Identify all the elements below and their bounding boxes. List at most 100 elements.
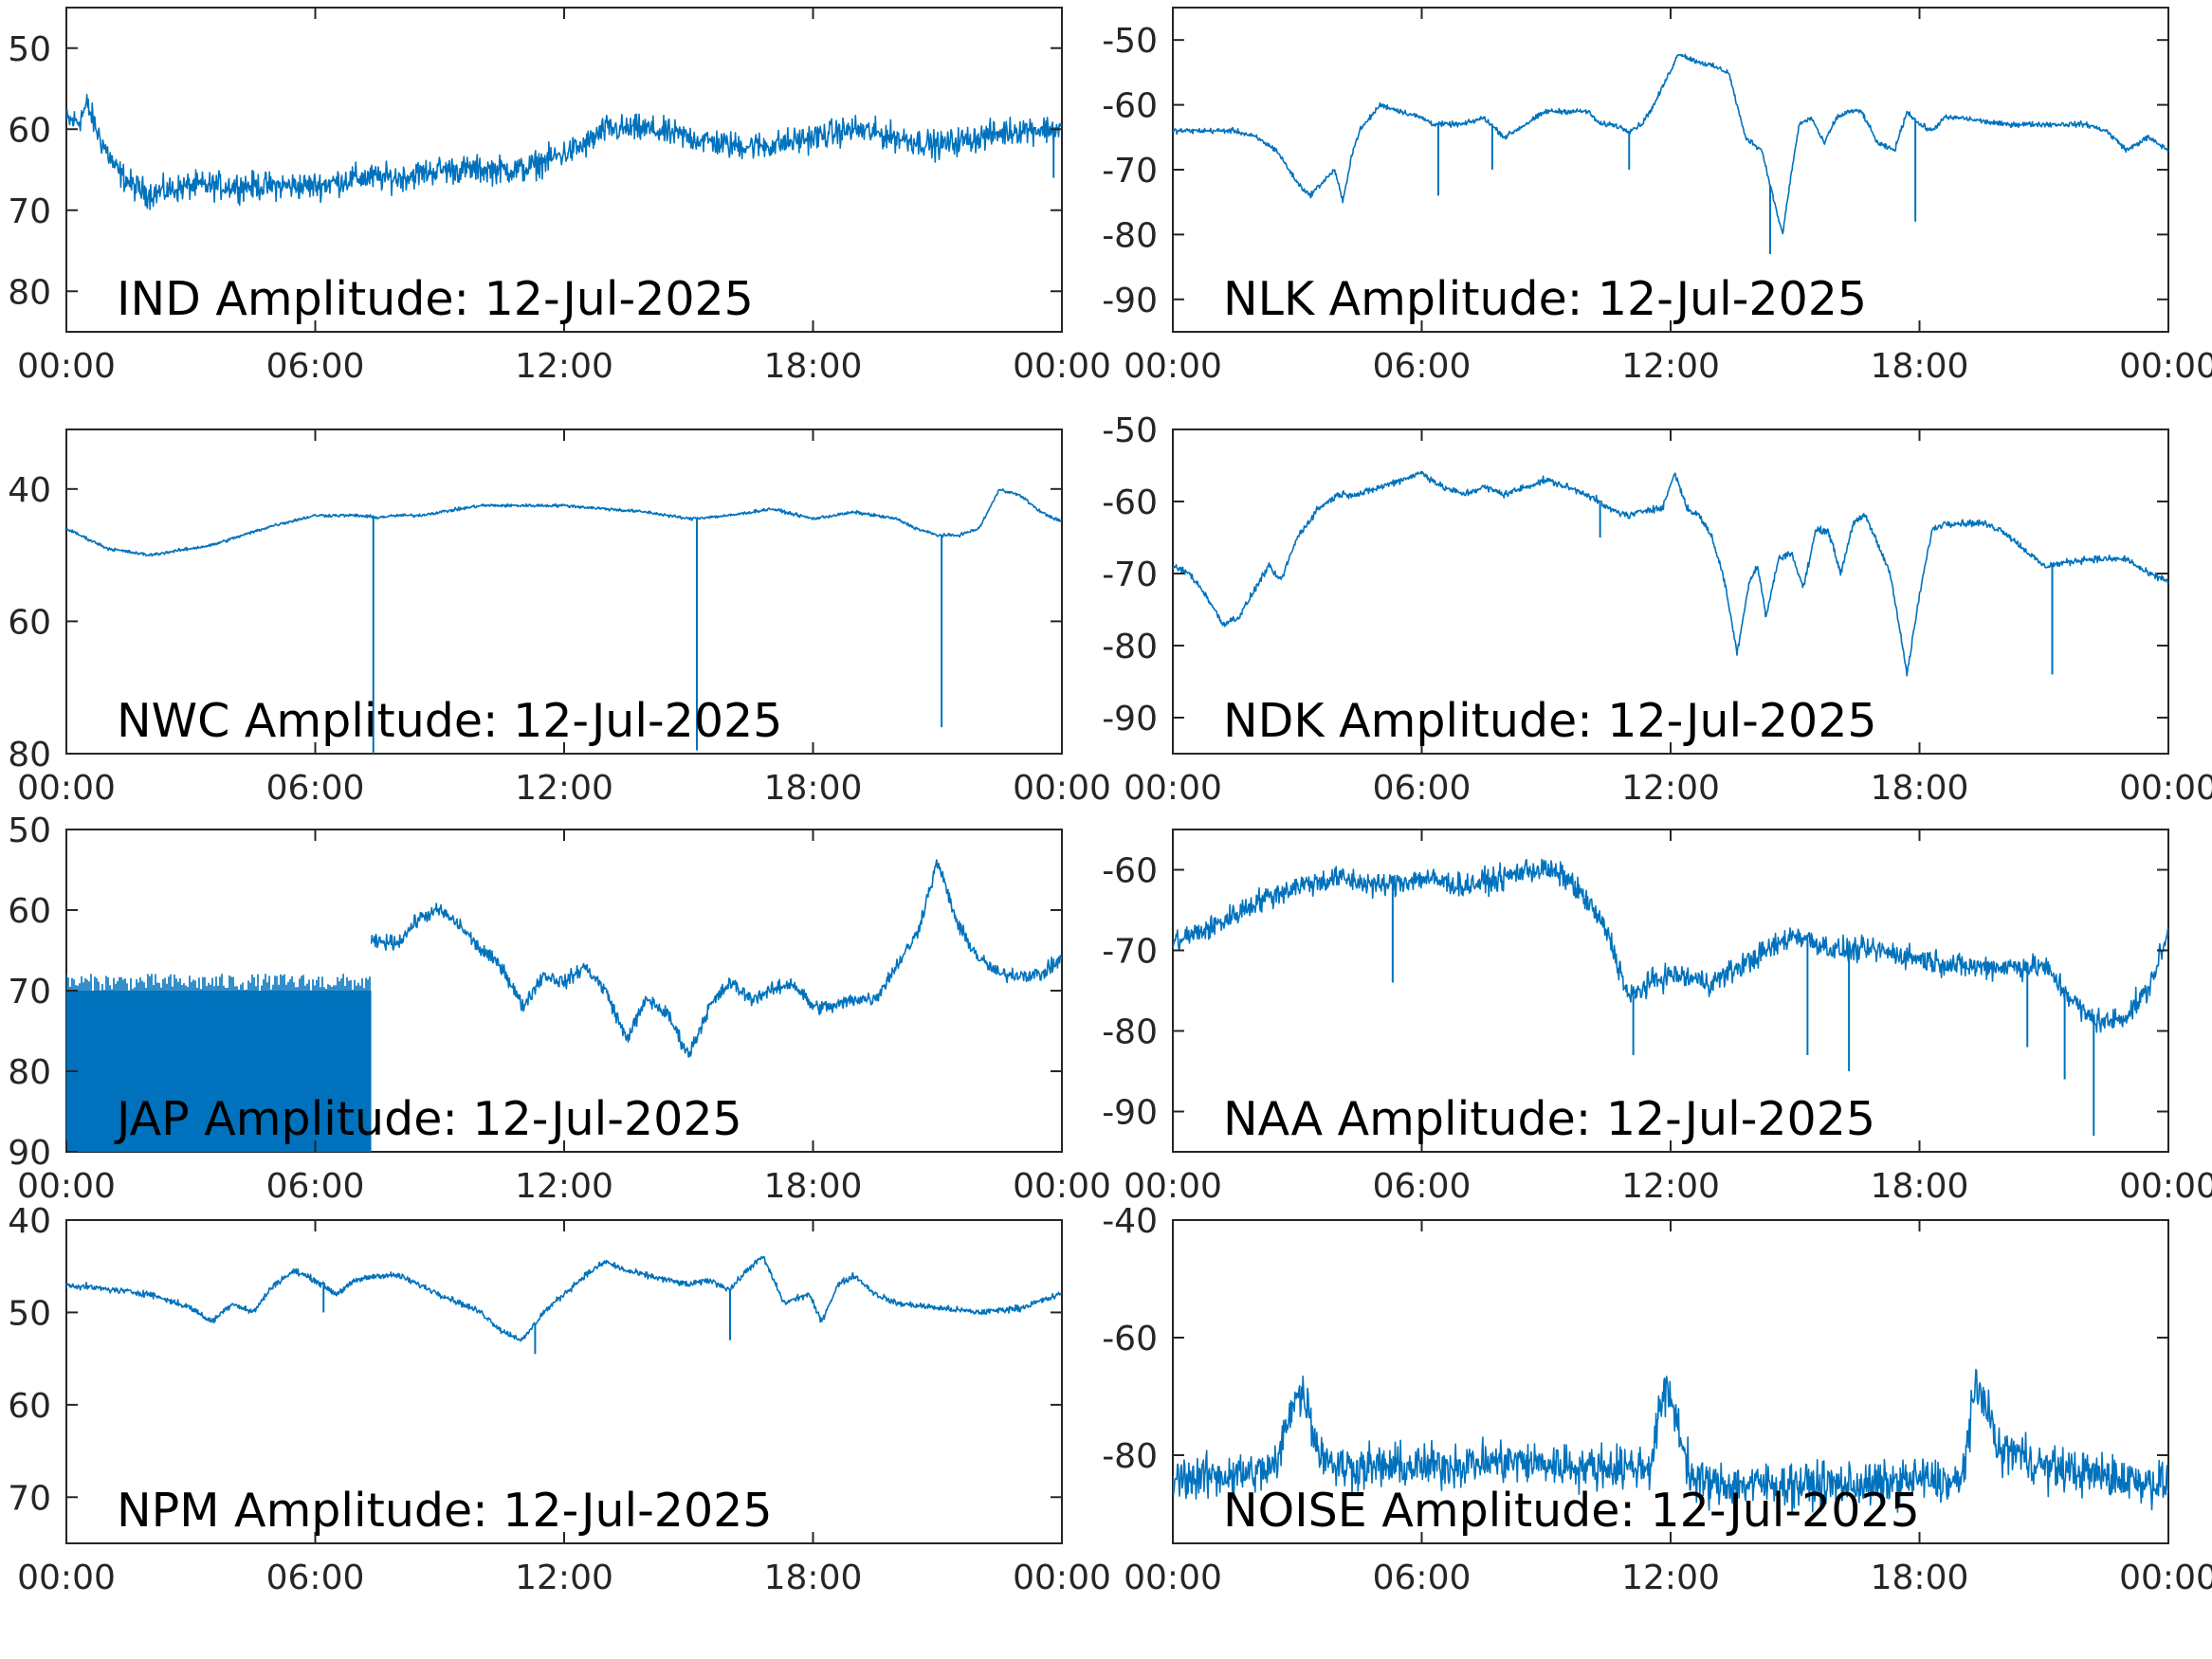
y-tick-label: -60 bbox=[1102, 1320, 1158, 1358]
x-tick-label: 12:00 bbox=[1621, 1559, 1720, 1597]
panel-title: NLK Amplitude: 12-Jul-2025 bbox=[1223, 272, 1867, 326]
axes-box bbox=[1172, 7, 2169, 333]
x-tick-label: 18:00 bbox=[764, 769, 863, 808]
x-tick-label: 00:00 bbox=[1124, 1559, 1222, 1597]
x-tick-label: 00:00 bbox=[17, 769, 116, 808]
x-tick-label: 18:00 bbox=[1871, 1559, 1969, 1597]
x-tick-label: 06:00 bbox=[266, 1167, 365, 1206]
x-tick-label: 18:00 bbox=[764, 1559, 863, 1597]
y-tick-label: -50 bbox=[1102, 411, 1158, 450]
y-tick-label: 60 bbox=[8, 111, 51, 150]
panel-3: 00:00 06:00 12:00 18:00 00:00 -50 -60 -70 -80 -90… bbox=[1102, 411, 2212, 808]
panel-1: 00:00 06:00 12:00 18:00 00:00 -50 -60 -70 -80 -90… bbox=[1102, 7, 2212, 386]
y-tick-label: -80 bbox=[1102, 1437, 1158, 1476]
x-tick-label: 06:00 bbox=[266, 347, 365, 386]
x-tick-label: 00:00 bbox=[17, 1167, 116, 1206]
x-tick-label: 12:00 bbox=[1621, 347, 1720, 386]
panel-title: JAP Amplitude: 12-Jul-2025 bbox=[114, 1092, 742, 1146]
x-tick-label: 18:00 bbox=[1871, 769, 1969, 808]
axes-box bbox=[65, 428, 1063, 755]
panel-2: 00:00 06:00 12:00 18:00 00:00 40 60 80 NWC Ampli… bbox=[8, 428, 1111, 808]
panel-5: 00:00 06:00 12:00 18:00 00:00 -60 -70 -80 -90 NAA… bbox=[1102, 829, 2212, 1206]
noise-band bbox=[66, 991, 372, 1152]
panel-7: 00:00 06:00 12:00 18:00 00:00 -40 -60 -80 NOISE … bbox=[1102, 1202, 2212, 1597]
x-tick-label: 06:00 bbox=[1373, 1167, 1472, 1206]
x-tick-label: 12:00 bbox=[515, 1167, 613, 1206]
axes-box bbox=[65, 7, 1063, 333]
plot-area bbox=[66, 94, 1062, 210]
noise-band-edge bbox=[66, 974, 371, 994]
y-tick-label: -60 bbox=[1102, 87, 1158, 126]
x-tick-label: 12:00 bbox=[515, 347, 613, 386]
series-line-0 bbox=[66, 1255, 1062, 1342]
x-tick-label: 00:00 bbox=[2119, 1167, 2212, 1206]
y-tick-label: 60 bbox=[8, 892, 51, 931]
x-tick-label: 06:00 bbox=[1373, 769, 1472, 808]
y-tick-label: 40 bbox=[8, 471, 51, 510]
x-tick-label: 00:00 bbox=[2119, 347, 2212, 386]
y-tick-label: -60 bbox=[1102, 483, 1158, 522]
y-tick-label: 40 bbox=[8, 1202, 51, 1241]
y-tick-label: -80 bbox=[1102, 1013, 1158, 1052]
x-tick-label: 06:00 bbox=[1373, 1559, 1472, 1597]
y-tick-label: 80 bbox=[8, 736, 51, 775]
panel-title: NPM Amplitude: 12-Jul-2025 bbox=[117, 1484, 773, 1538]
series-line-0 bbox=[370, 859, 1062, 1058]
x-tick-label: 12:00 bbox=[515, 1559, 613, 1597]
plot-area bbox=[66, 1255, 1062, 1355]
x-tick-label: 12:00 bbox=[515, 769, 613, 808]
y-tick-label: 60 bbox=[8, 603, 51, 642]
plot-area bbox=[66, 859, 1062, 1152]
y-tick-label: -70 bbox=[1102, 933, 1158, 972]
plot-area bbox=[1173, 1368, 2168, 1514]
y-tick-label: -70 bbox=[1102, 556, 1158, 594]
y-tick-label: 50 bbox=[8, 811, 51, 850]
y-tick-label: 80 bbox=[8, 1053, 51, 1092]
y-tick-label: 60 bbox=[8, 1387, 51, 1426]
series-line-0 bbox=[1173, 858, 2168, 1033]
series-line-0 bbox=[1173, 53, 2168, 235]
x-tick-label: 18:00 bbox=[764, 1167, 863, 1206]
panel-title: NDK Amplitude: 12-Jul-2025 bbox=[1223, 694, 1877, 748]
series-line-0 bbox=[1173, 470, 2168, 677]
y-tick-label: 70 bbox=[8, 1479, 51, 1518]
x-tick-label: 00:00 bbox=[1124, 769, 1222, 808]
y-tick-label: -90 bbox=[1102, 1094, 1158, 1133]
plot-area bbox=[1173, 470, 2168, 677]
x-tick-label: 00:00 bbox=[2119, 769, 2212, 808]
x-tick-label: 06:00 bbox=[1373, 347, 1472, 386]
panel-title: IND Amplitude: 12-Jul-2025 bbox=[117, 272, 754, 326]
x-tick-label: 00:00 bbox=[17, 347, 116, 386]
x-tick-label: 00:00 bbox=[1124, 1167, 1222, 1206]
x-tick-label: 18:00 bbox=[764, 347, 863, 386]
y-tick-label: 50 bbox=[8, 1294, 51, 1333]
y-tick-label: 90 bbox=[8, 1134, 51, 1173]
y-tick-label: -40 bbox=[1102, 1202, 1158, 1241]
series-line-0 bbox=[1173, 1368, 2168, 1514]
axes-box bbox=[65, 1219, 1063, 1544]
panel-title: NAA Amplitude: 12-Jul-2025 bbox=[1223, 1092, 1875, 1146]
panel-4: 00:00 06:00 12:00 18:00 00:00 50 60 70 80 90 JAP A… bbox=[8, 811, 1111, 1206]
x-tick-label: 18:00 bbox=[1871, 1167, 1969, 1206]
x-tick-label: 18:00 bbox=[1871, 347, 1969, 386]
x-tick-label: 00:00 bbox=[1013, 1559, 1111, 1597]
y-tick-label: 80 bbox=[8, 273, 51, 312]
y-tick-label: -70 bbox=[1102, 152, 1158, 191]
y-tick-label: -50 bbox=[1102, 22, 1158, 61]
y-tick-label: 70 bbox=[8, 973, 51, 1012]
plot-area bbox=[1173, 858, 2168, 1136]
y-tick-label: 50 bbox=[8, 30, 51, 69]
plot-area bbox=[66, 488, 1062, 754]
y-tick-label: -60 bbox=[1102, 852, 1158, 891]
x-tick-label: 00:00 bbox=[1013, 1167, 1111, 1206]
panel-0: 00:00 06:00 12:00 18:00 00:00 50 60 70 80 IND Amp… bbox=[8, 7, 1111, 386]
y-tick-label: -90 bbox=[1102, 700, 1158, 738]
panel-title: NWC Amplitude: 12-Jul-2025 bbox=[117, 694, 782, 748]
y-tick-label: -80 bbox=[1102, 216, 1158, 255]
series-line-0 bbox=[66, 488, 1062, 557]
x-tick-label: 00:00 bbox=[17, 1559, 116, 1597]
x-tick-label: 00:00 bbox=[1013, 769, 1111, 808]
y-tick-label: -80 bbox=[1102, 628, 1158, 666]
x-tick-label: 00:00 bbox=[1124, 347, 1222, 386]
